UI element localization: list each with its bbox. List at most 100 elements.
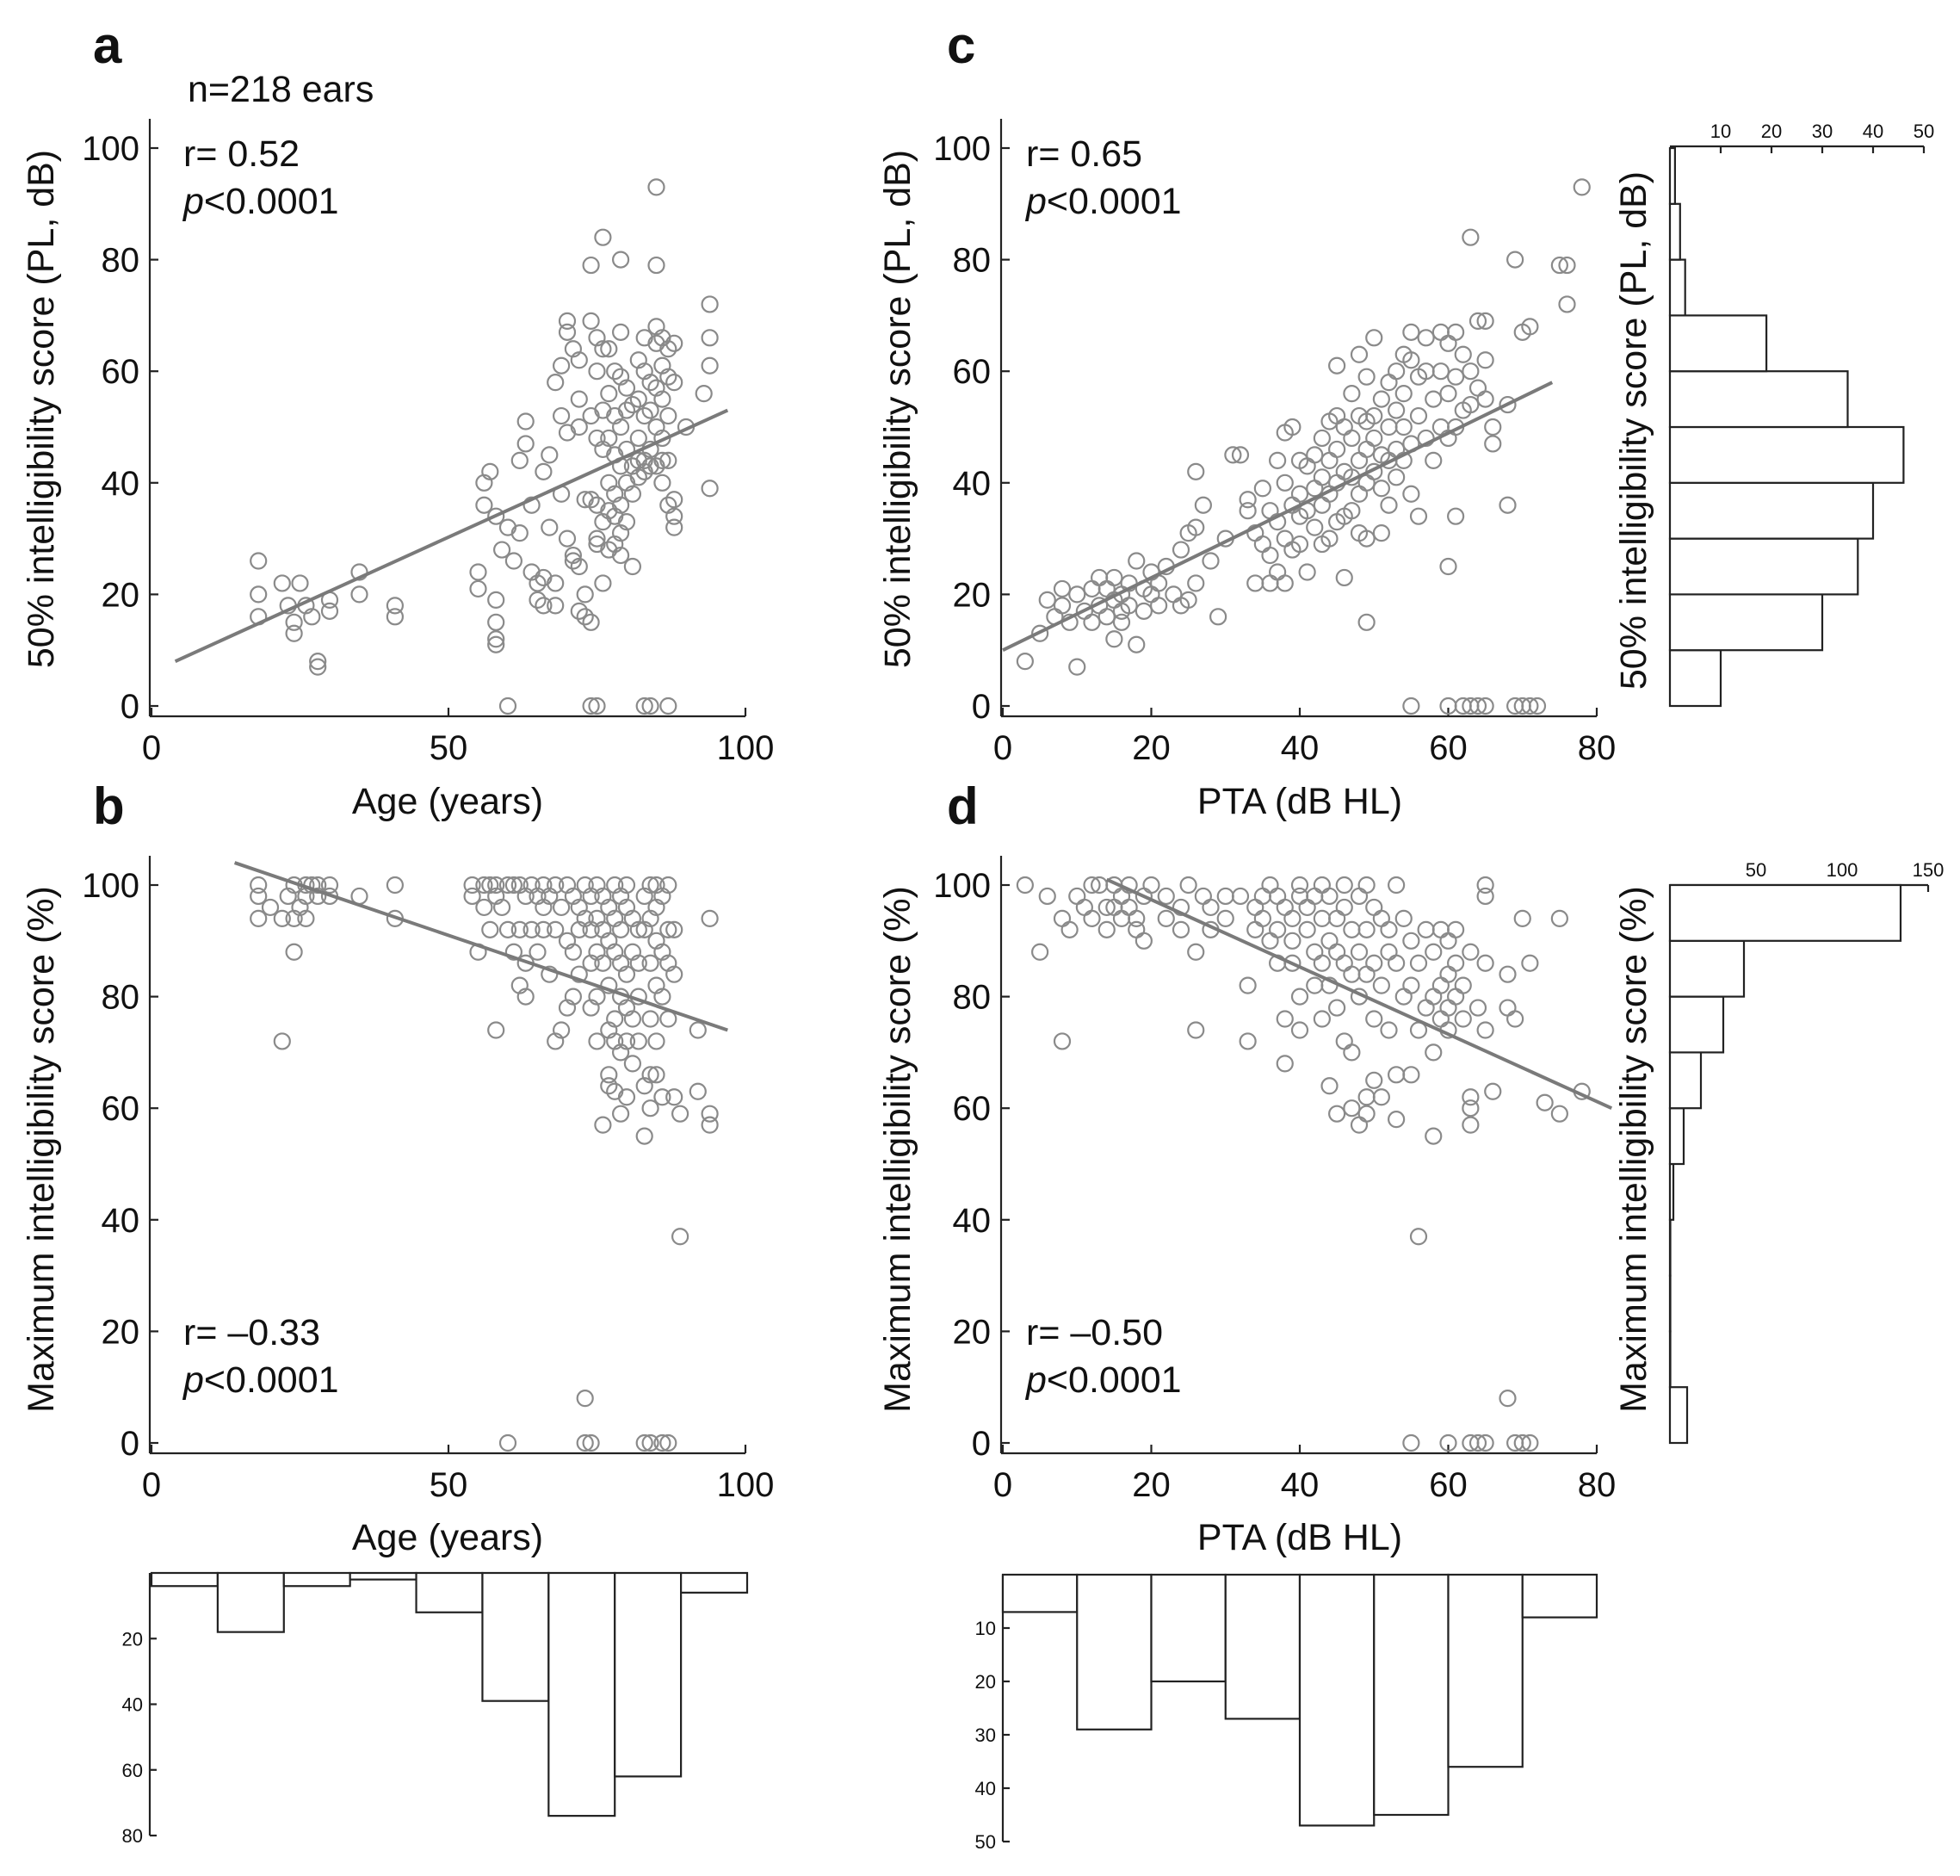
y-tick-label: 100 (82, 867, 139, 905)
data-point (273, 574, 291, 592)
data-point (1290, 1021, 1309, 1039)
hist-max-ylabel: Maximum intelligibility score (%) (1613, 886, 1654, 1413)
data-point (1157, 887, 1175, 906)
data-point (250, 585, 268, 604)
data-point (1425, 943, 1443, 961)
data-point (1350, 943, 1369, 961)
data-point (582, 312, 600, 330)
data-point (475, 496, 493, 514)
x-tick-label: 60 (1429, 1466, 1468, 1504)
histogram-srt: 10 20 30 40 50 (1668, 121, 1934, 708)
data-point (541, 965, 559, 983)
data-point (516, 412, 535, 430)
hist-bar (1668, 146, 1677, 205)
data-point (1269, 887, 1287, 906)
data-point (564, 988, 583, 1006)
data-point (1388, 401, 1406, 419)
data-point (1357, 613, 1376, 631)
data-point (611, 920, 630, 938)
x-tick-label: 100 (717, 729, 775, 767)
data-point (1550, 1105, 1568, 1123)
data-point (665, 374, 683, 392)
data-point (309, 658, 327, 676)
data-point (1431, 1010, 1450, 1028)
data-point (617, 1032, 636, 1050)
data-point (1261, 574, 1279, 592)
data-point (641, 954, 659, 972)
data-point (1335, 898, 1353, 917)
data-point (1335, 1032, 1353, 1050)
data-point (629, 468, 647, 486)
data-point (1357, 1088, 1376, 1106)
data-point (1439, 965, 1457, 983)
data-point (1097, 579, 1116, 598)
data-point (1409, 954, 1428, 972)
data-point (1476, 312, 1494, 330)
data-point (522, 920, 541, 938)
hist-bar (1668, 1330, 1672, 1389)
histogram-pta: 10 20 30 40 50 (975, 1573, 1598, 1853)
data-point (629, 390, 647, 408)
data-point (386, 876, 404, 895)
x-tick-label: 60 (1429, 729, 1468, 767)
panel-c-axes: 0 20 40 60 80 100 0 20 40 60 80 (933, 119, 1616, 767)
data-point (487, 635, 505, 653)
data-point (1462, 1116, 1480, 1134)
data-point (570, 602, 588, 620)
data-point (1350, 451, 1369, 469)
data-point (594, 340, 612, 358)
hist-bar (1668, 1051, 1703, 1110)
data-point (564, 552, 583, 570)
data-point (1053, 1032, 1072, 1050)
data-point (1357, 876, 1376, 895)
data-point (659, 406, 677, 425)
y-tick-label: 0 (121, 1425, 139, 1463)
data-point (1290, 887, 1309, 906)
data-point (641, 697, 659, 715)
hist-bar (216, 1571, 285, 1633)
data-point (564, 943, 583, 961)
data-point (1468, 379, 1487, 397)
y-tick-label: 100 (933, 867, 991, 905)
hist-tick-label: 40 (1863, 121, 1883, 142)
data-point (1521, 954, 1539, 972)
data-point (629, 954, 647, 972)
data-point (1328, 1105, 1346, 1123)
data-point (541, 518, 559, 536)
data-point (1462, 943, 1480, 961)
data-point (541, 446, 559, 464)
panel-a-axes: 0 20 40 60 80 100 0 50 100 (82, 119, 774, 767)
data-point (1053, 597, 1072, 615)
data-point (1128, 920, 1146, 938)
data-point (1157, 909, 1175, 927)
data-point (522, 496, 541, 514)
data-point (1202, 552, 1220, 570)
data-point (659, 1433, 677, 1452)
panel-a-p-value: p<0.0001 (182, 181, 339, 222)
data-point (1261, 932, 1279, 950)
data-point (1016, 653, 1034, 671)
data-point (1320, 1077, 1339, 1095)
data-point (1306, 518, 1324, 536)
hist-bar (1668, 883, 1902, 942)
data-point (671, 1228, 689, 1246)
hist-tick-label: 10 (975, 1618, 996, 1639)
y-tick-label: 60 (953, 1090, 992, 1128)
data-point (1128, 635, 1146, 653)
data-point (1328, 356, 1346, 375)
y-tick-label: 20 (953, 1313, 992, 1351)
data-point (552, 356, 571, 375)
y-tick-label: 0 (972, 1425, 991, 1463)
data-point (1388, 954, 1406, 972)
y-tick-label: 20 (953, 576, 992, 614)
data-point (535, 462, 553, 480)
y-tick-label: 60 (953, 353, 992, 391)
data-point (1462, 362, 1480, 381)
data-point (1439, 932, 1457, 950)
y-tick-label: 100 (82, 130, 139, 168)
data-point (629, 920, 647, 938)
data-point (659, 697, 677, 715)
data-point (582, 613, 600, 631)
data-point (1365, 1010, 1383, 1028)
regression-line (1105, 877, 1613, 1111)
